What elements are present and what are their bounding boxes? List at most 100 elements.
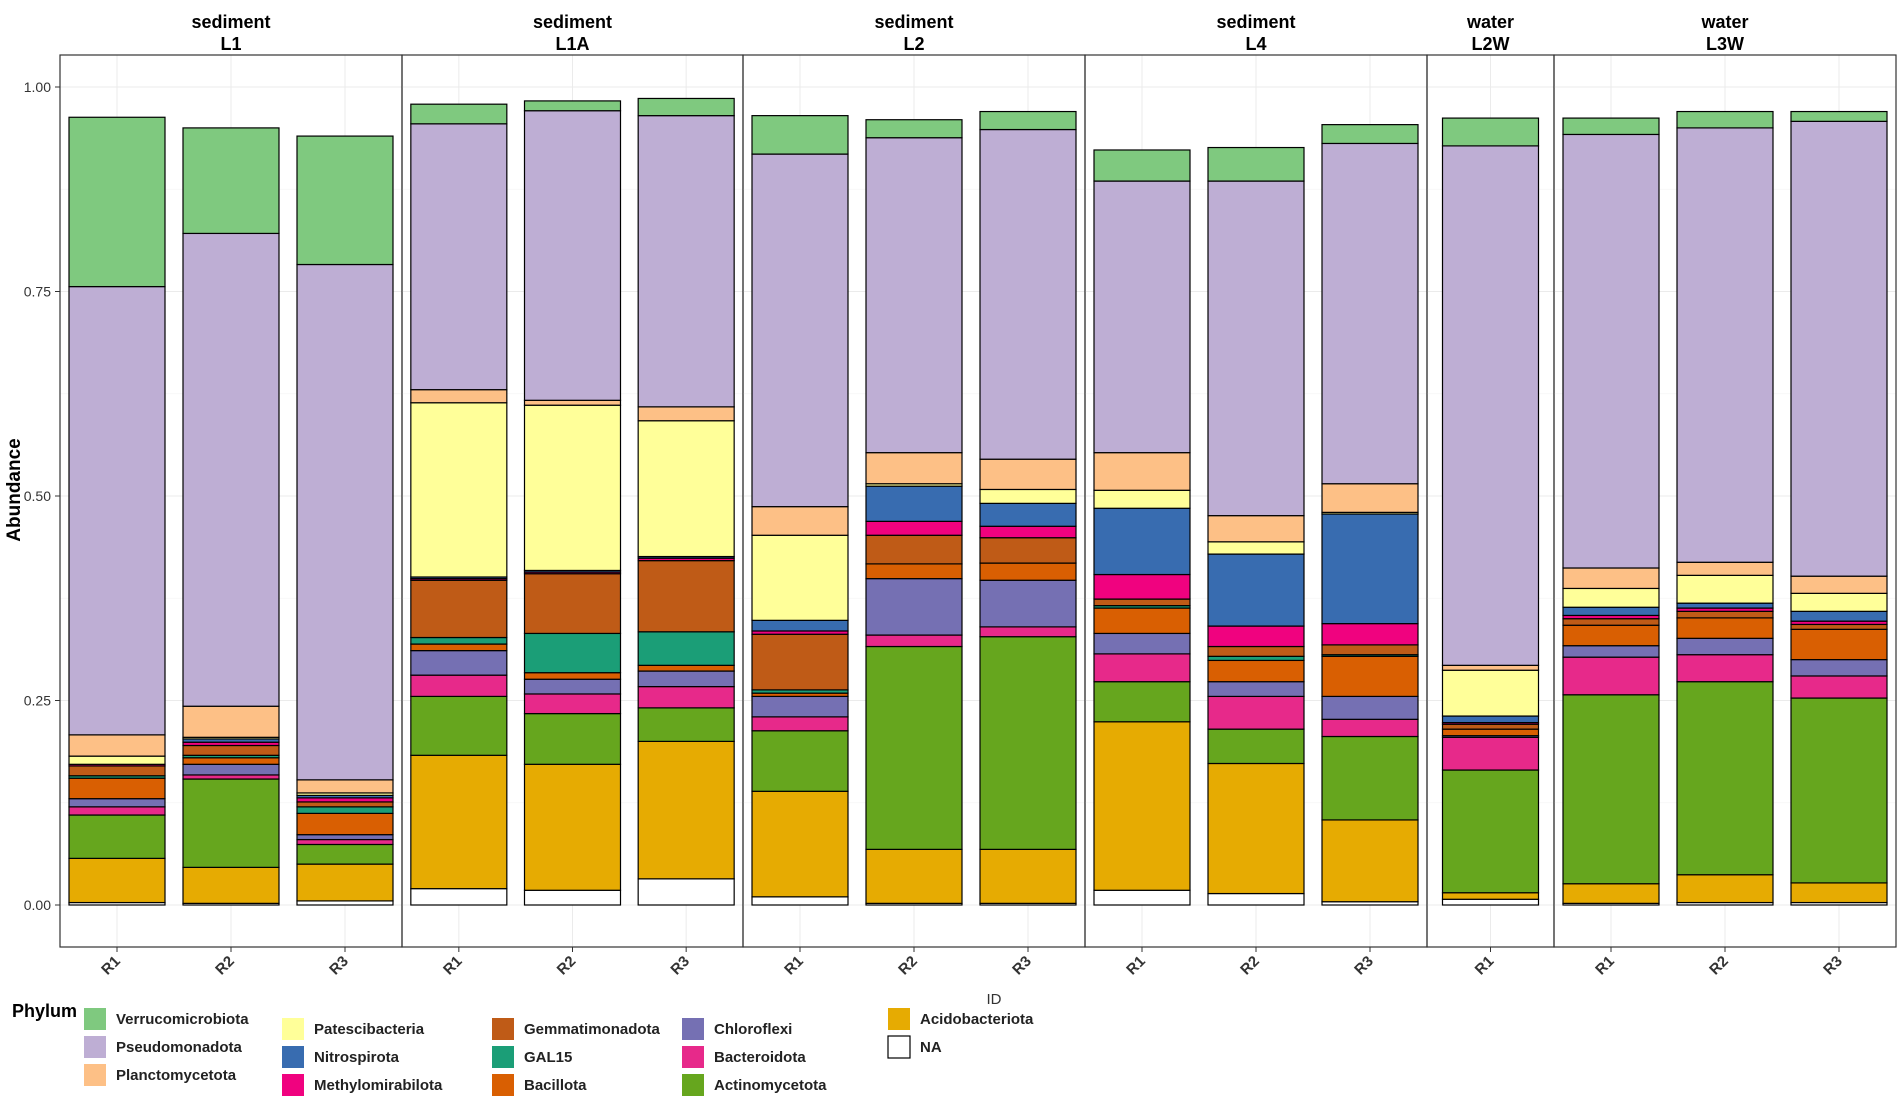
bar-segment-planctomycetota — [1790, 575, 1888, 594]
bar-segment-planctomycetota — [296, 779, 394, 794]
bar-segment-verrucomicrobiota — [1790, 110, 1888, 122]
bar-segment-gemmatimonadota — [637, 560, 735, 633]
bar-segment-methylomirabilota — [1321, 623, 1419, 646]
bar-segment-planctomycetota — [1093, 452, 1191, 491]
legend-swatch — [84, 1064, 106, 1086]
bar-segment-chloroflexi — [1676, 637, 1774, 656]
x-tick-label: R2 — [895, 953, 921, 979]
bar-segment-pseudomonadota — [182, 232, 280, 707]
bar-segment-actinomycetota — [637, 707, 735, 742]
legend-item: Planctomycetota — [84, 1064, 237, 1086]
bar-segment-gemmatimonadota — [979, 537, 1077, 564]
legend-item: Methylomirabilota — [282, 1074, 443, 1096]
bar-segment-bacteroidota — [637, 685, 735, 709]
legend-item: GAL15 — [492, 1046, 572, 1068]
bar-segment-patescibacteria — [979, 488, 1077, 504]
bar-segment-patescibacteria — [1441, 669, 1540, 717]
x-tick-label: R3 — [1351, 953, 1377, 979]
bar-segment-pseudomonadota — [1207, 180, 1305, 517]
bar-segment-bacillota — [979, 562, 1077, 581]
legend-swatch — [84, 1036, 106, 1058]
legend-item: Patescibacteria — [282, 1018, 425, 1040]
bar-segment-gal15 — [296, 806, 394, 814]
bar-segment-acidobacteriota — [68, 857, 166, 904]
bar-segment-gal15 — [637, 631, 735, 666]
bar-segment-acidobacteriota — [979, 848, 1077, 904]
bar-segment-methylomirabilota — [1207, 625, 1305, 648]
bar-segment-patescibacteria — [1093, 489, 1191, 509]
bar-segment-bacteroidota — [410, 674, 508, 698]
bar-segment-bacteroidota — [1441, 736, 1540, 771]
bar-segment-planctomycetota — [1676, 561, 1774, 576]
bar-segment-bacillota — [1093, 607, 1191, 635]
bar-segment-na — [1441, 898, 1540, 906]
bar-segment-methylomirabilota — [1093, 573, 1191, 600]
bar-segment-chloroflexi — [523, 678, 622, 695]
bar-segment-acidobacteriota — [1093, 721, 1191, 891]
bar-segment-actinomycetota — [1441, 769, 1540, 894]
bar-segment-bacillota — [1321, 655, 1419, 698]
bar-segment-actinomycetota — [523, 712, 622, 765]
bar-segment-actinomycetota — [865, 645, 963, 850]
legend-item: Bacteroidota — [682, 1046, 806, 1068]
bar-segment-chloroflexi — [979, 579, 1077, 628]
x-tick-label: R1 — [1592, 953, 1618, 979]
bar-segment-acidobacteriota — [410, 754, 508, 890]
bar-segment-acidobacteriota — [1441, 892, 1540, 900]
legend-item: Nitrospirota — [282, 1046, 400, 1068]
bar-segment-nitrospirota — [1790, 610, 1888, 622]
bar-segment-pseudomonadota — [68, 285, 166, 736]
facet-title-site: L2 — [903, 34, 924, 54]
bar-segment-chloroflexi — [637, 670, 735, 688]
bar-segment-nitrospirota — [1441, 715, 1540, 724]
legend-label: NA — [920, 1039, 942, 1056]
legend-label: Bacillota — [524, 1077, 587, 1094]
bar-segment-bacillota — [1207, 659, 1305, 683]
bar-segment-bacillota — [1676, 617, 1774, 639]
bar-segment-verrucomicrobiota — [296, 135, 394, 266]
bar-segment-verrucomicrobiota — [68, 116, 166, 288]
legend-item: Pseudomonadota — [84, 1036, 243, 1058]
bar-segment-gemmatimonadota — [1321, 644, 1419, 656]
legend-swatch — [282, 1018, 304, 1040]
x-tick-label: R1 — [781, 953, 807, 979]
bar-segment-actinomycetota — [410, 695, 508, 756]
legend-title: Phylum — [12, 1001, 77, 1021]
bar-segment-bacteroidota — [865, 634, 963, 648]
bar-segment-verrucomicrobiota — [1093, 149, 1191, 182]
bar-segment-na — [1207, 892, 1305, 906]
legend-item: Actinomycetota — [682, 1074, 827, 1096]
bar-segment-acidobacteriota — [1321, 819, 1419, 903]
bar-segment-pseudomonadota — [1321, 142, 1419, 485]
bar-segment-planctomycetota — [1441, 664, 1540, 671]
bar-segment-patescibacteria — [1790, 592, 1888, 612]
bar-segment-bacteroidota — [1790, 675, 1888, 699]
bar-segment-bacillota — [296, 812, 394, 836]
x-tick-label: R3 — [667, 953, 693, 979]
bar-segment-planctomycetota — [751, 506, 849, 536]
bar-segment-acidobacteriota — [182, 866, 280, 904]
bar-segment-bacteroidota — [182, 774, 280, 780]
legend-label: Methylomirabilota — [314, 1077, 443, 1094]
bar-segment-pseudomonadota — [523, 110, 622, 401]
bar-segment-actinomycetota — [1321, 735, 1419, 821]
x-tick-label: R1 — [440, 953, 466, 979]
bar-segment-verrucomicrobiota — [751, 115, 849, 155]
bar-segment-bacteroidota — [751, 716, 849, 732]
bar-segment-verrucomicrobiota — [1441, 117, 1540, 147]
bar-segment-na — [410, 888, 508, 906]
bar-segment-gemmatimonadota — [1441, 723, 1540, 730]
bar-segment-gemmatimonadota — [1562, 618, 1660, 626]
facet-title-type: sediment — [191, 12, 270, 32]
bar-segment-verrucomicrobiota — [1321, 124, 1419, 145]
bar-segment-planctomycetota — [523, 399, 622, 406]
bar-segment-acidobacteriota — [865, 848, 963, 904]
bar-segment-nitrospirota — [1093, 507, 1191, 576]
legend-item: Bacillota — [492, 1074, 587, 1096]
panel-border — [1553, 54, 1897, 948]
bar-segment-planctomycetota — [68, 734, 166, 757]
bar-segment-acidobacteriota — [1676, 874, 1774, 904]
y-tick-label: 0.25 — [24, 693, 51, 709]
